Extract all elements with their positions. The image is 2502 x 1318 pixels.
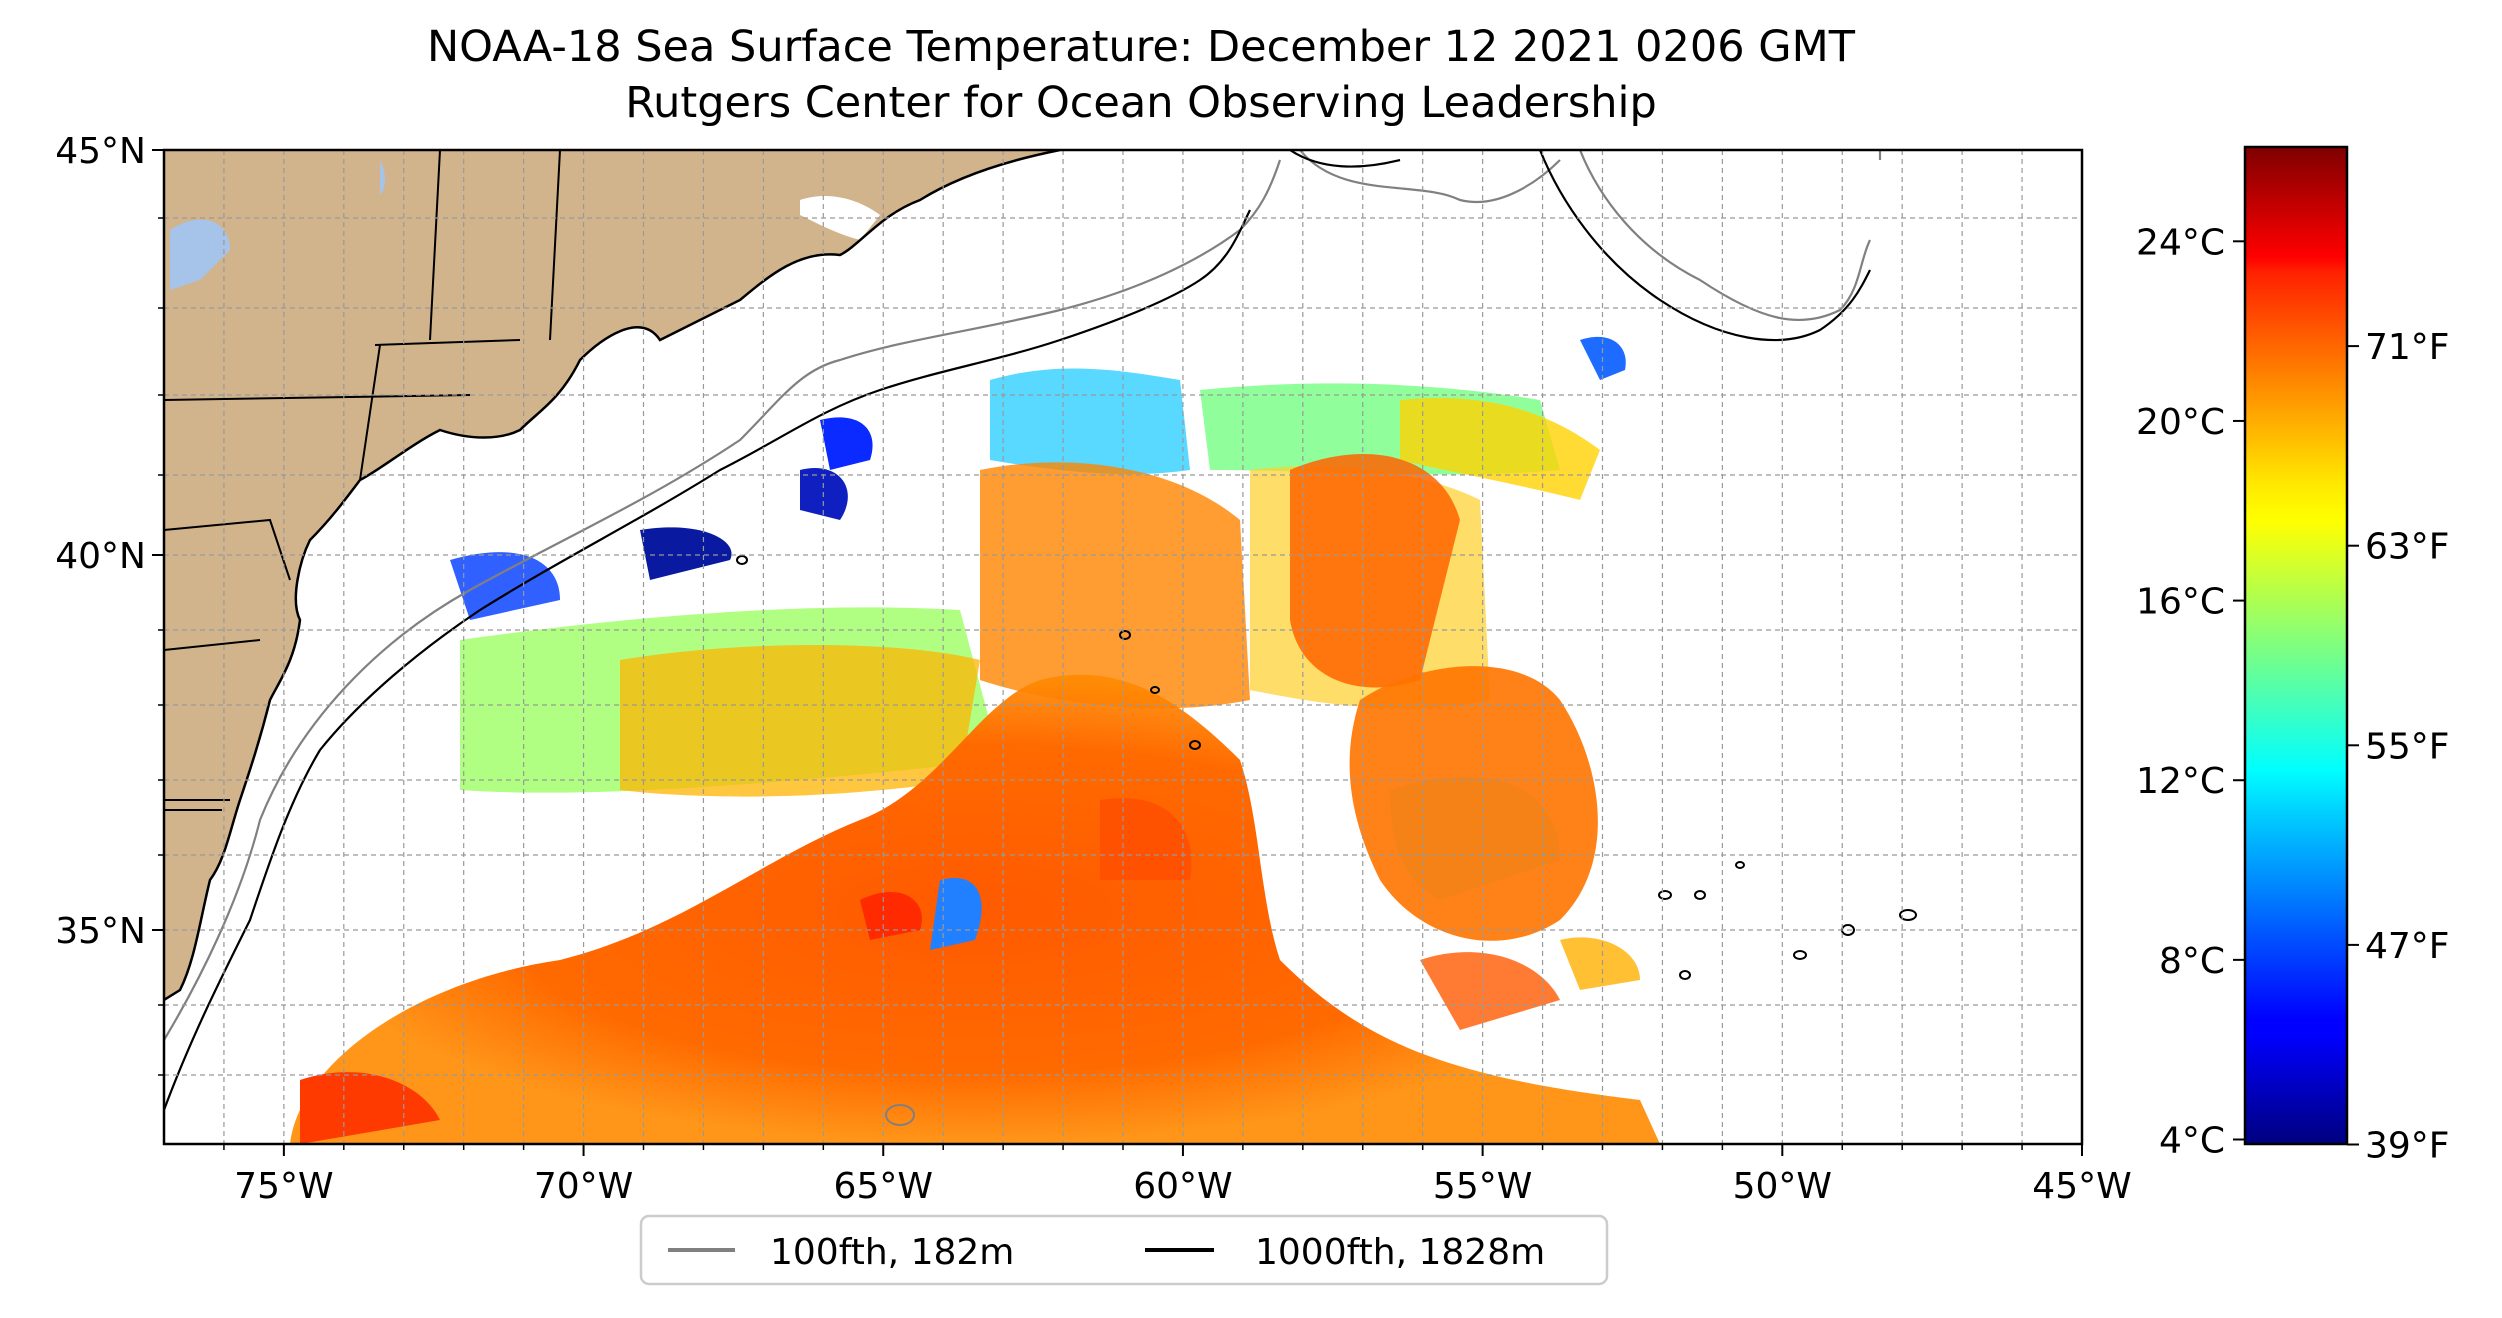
celsius-tick-label: 24°C bbox=[2136, 222, 2225, 263]
lon-tick-label: 70°W bbox=[534, 1166, 633, 1207]
celsius-tick-label: 12°C bbox=[2136, 761, 2225, 802]
colorbar-fahrenheit-ticks: 71°F 63°F 55°F 47°F 39°F bbox=[2347, 327, 2450, 1166]
lat-tick-label: 35°N bbox=[55, 911, 146, 952]
colorbar-celsius-ticks: 24°C 20°C 16°C 12°C 8°C 4°C bbox=[2136, 222, 2245, 1162]
fahrenheit-tick-label: 63°F bbox=[2365, 527, 2450, 568]
longitude-ticks: 75°W 70°W 65°W 60°W 55°W 50°W 45°W bbox=[223, 1144, 2132, 1207]
lat-tick-label: 45°N bbox=[55, 131, 146, 172]
map-vertical-gridlines bbox=[223, 150, 2023, 1144]
latitude-ticks: 45°N 40°N 35°N bbox=[55, 131, 164, 1076]
map-subtitle: Rutgers Center for Ocean Observing Leade… bbox=[625, 78, 1657, 128]
fahrenheit-tick-label: 39°F bbox=[2365, 1125, 2450, 1166]
lon-tick-label: 50°W bbox=[1733, 1166, 1832, 1207]
lon-tick-label: 65°W bbox=[834, 1166, 933, 1207]
legend-box bbox=[639, 1214, 1609, 1286]
fahrenheit-tick-label: 71°F bbox=[2365, 327, 2450, 368]
celsius-tick-label: 16°C bbox=[2136, 582, 2225, 623]
celsius-tick-label: 8°C bbox=[2159, 941, 2225, 982]
celsius-tick-label: 20°C bbox=[2136, 402, 2225, 443]
colorbar-gradient bbox=[2243, 145, 2349, 1146]
celsius-tick-label: 4°C bbox=[2159, 1121, 2225, 1162]
isobath-100fth bbox=[164, 150, 1882, 1041]
legend: 100fth, 182m 1000fth, 1828m bbox=[639, 1214, 1609, 1286]
legend-label-100fth: 100fth, 182m bbox=[770, 1232, 1014, 1273]
fahrenheit-tick-label: 55°F bbox=[2365, 726, 2450, 767]
coastline bbox=[164, 150, 1061, 1002]
lon-tick-label: 45°W bbox=[2032, 1166, 2131, 1207]
map-panel bbox=[164, 150, 2082, 1144]
seamount-contours bbox=[736, 555, 1917, 1126]
lon-tick-label: 55°W bbox=[1433, 1166, 1532, 1207]
lat-tick-label: 40°N bbox=[55, 536, 146, 577]
map-title: NOAA-18 Sea Surface Temperature: Decembe… bbox=[427, 22, 1855, 72]
lon-tick-label: 60°W bbox=[1133, 1166, 1232, 1207]
colorbar: 24°C 20°C 16°C 12°C 8°C 4°C 71°F 63°F 55°F 47°F 3… bbox=[2136, 145, 2450, 1166]
legend-label-1000fth: 1000fth, 1828m bbox=[1255, 1232, 1545, 1273]
fahrenheit-tick-label: 47°F bbox=[2365, 926, 2450, 967]
lon-tick-label: 75°W bbox=[234, 1166, 333, 1207]
